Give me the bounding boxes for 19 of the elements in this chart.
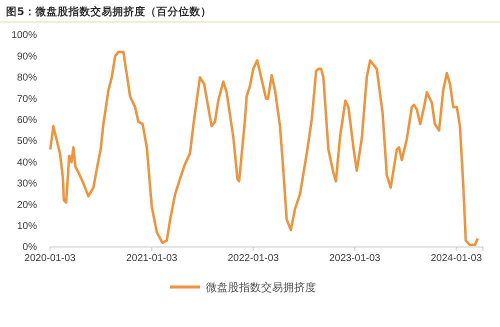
x-tick-label: 2020-01-03 xyxy=(24,253,76,264)
y-tick-label: 20% xyxy=(16,200,38,211)
y-tick-label: 10% xyxy=(16,221,38,232)
y-tick-label: 50% xyxy=(16,136,38,148)
y-tick-label: 30% xyxy=(16,178,38,190)
x-tick-label: 2022-01-03 xyxy=(228,253,280,264)
chart-title: 图5：微盘股指数交易拥挤度（百分位数） xyxy=(6,5,212,18)
y-tick-label: 40% xyxy=(16,157,38,168)
x-tick-label: 2023-01-03 xyxy=(329,253,381,264)
y-tick-label: 70% xyxy=(16,94,38,105)
legend-label: 微盘股指数交易拥挤度 xyxy=(206,281,316,294)
y-tick-label: 60% xyxy=(16,115,38,126)
y-tick-label: 90% xyxy=(16,51,38,62)
y-tick-label: 100% xyxy=(11,30,38,42)
x-tick-label: 2024-01-03 xyxy=(430,253,482,264)
y-tick-label: 80% xyxy=(16,72,38,84)
y-tick-label: 0% xyxy=(22,242,38,254)
x-tick-label: 2021-01-03 xyxy=(126,253,178,264)
line-series xyxy=(49,50,479,246)
